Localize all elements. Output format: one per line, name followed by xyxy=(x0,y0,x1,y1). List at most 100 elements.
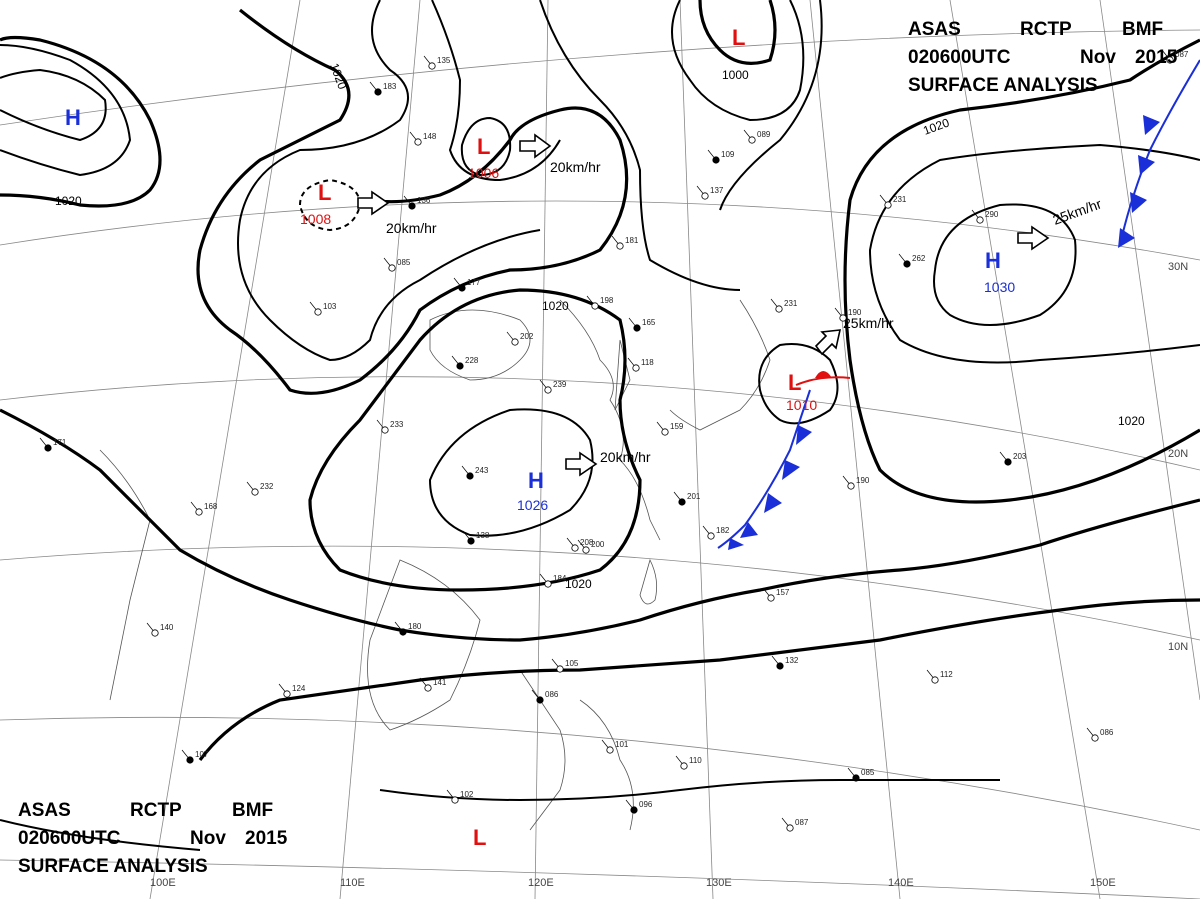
station-plot: 110 xyxy=(675,755,702,770)
station-circle xyxy=(374,88,382,96)
station-circle xyxy=(571,544,579,552)
station-plot: 105 xyxy=(551,658,579,673)
station-circle xyxy=(712,156,720,164)
low-center-pressure: 1008 xyxy=(300,211,331,227)
station-plot: 233 xyxy=(376,419,404,434)
station-pressure: 124 xyxy=(292,684,306,693)
station-pressure: 184 xyxy=(553,574,567,583)
station-pressure: 177 xyxy=(467,278,481,287)
station-circle xyxy=(630,806,638,814)
header-year: 2015 xyxy=(1135,47,1178,68)
station-plot: 141 xyxy=(419,677,447,692)
station-pressure: 089 xyxy=(757,130,771,139)
station-circle xyxy=(1004,458,1012,466)
station-circle xyxy=(251,488,259,496)
station-circle xyxy=(633,324,641,332)
station-plot: 228 xyxy=(451,355,479,370)
station-plot: 165 xyxy=(628,317,656,332)
station-pressure: 290 xyxy=(985,210,999,219)
header-bottom-left: ASAS RCTP BMF 020600UTC Nov 2015 SURFACE… xyxy=(18,800,288,877)
header-station: RCTP xyxy=(1020,19,1072,40)
lon-label-150e: 150E xyxy=(1090,877,1116,889)
station-pressure: 086 xyxy=(545,690,559,699)
station-circle xyxy=(931,676,939,684)
low-center-letter: L xyxy=(732,25,745,50)
station-pressure: 233 xyxy=(390,420,404,429)
station-circle xyxy=(283,690,291,698)
lon-label-100e: 100E xyxy=(150,877,176,889)
station-circle xyxy=(775,305,783,313)
header-code: BMF xyxy=(232,800,273,821)
station-plot: 239 xyxy=(539,379,567,394)
station-pressure: 138 xyxy=(476,531,490,540)
motion-arrows xyxy=(357,133,1050,477)
station-circle xyxy=(661,428,669,436)
station-circle xyxy=(399,628,407,636)
station-circle xyxy=(786,824,794,832)
station-pressure: 085 xyxy=(861,768,875,777)
station-plot: 137 xyxy=(696,185,724,200)
station-plot: 290 xyxy=(971,209,999,224)
station-circle xyxy=(451,796,459,804)
station-circle xyxy=(536,696,544,704)
station-plots: 183 135 148 136 181 085 177 103 202 228 239 233 243 2… xyxy=(39,49,1189,832)
motion-label: 25km/hr xyxy=(843,315,894,331)
station-pressure: 101 xyxy=(615,740,629,749)
low-center-pressure: 1006 xyxy=(468,165,499,181)
station-plot: 243 xyxy=(461,465,489,480)
station-pressure: 086 xyxy=(1100,728,1114,737)
high-center-letter: H xyxy=(528,468,544,493)
station-pressure: 168 xyxy=(204,502,218,511)
isobar-label: 1020 xyxy=(1118,414,1145,428)
station-pressure: 190 xyxy=(856,476,870,485)
header-time: 020600UTC xyxy=(18,828,121,849)
header-time: 020600UTC xyxy=(908,47,1011,68)
station-plot: 232 xyxy=(246,481,274,496)
station-plot: 140 xyxy=(146,622,174,637)
station-pressure: 105 xyxy=(565,659,579,668)
station-pressure: 231 xyxy=(893,195,907,204)
station-plot: 171 xyxy=(39,437,67,452)
station-circle xyxy=(591,302,599,310)
cold-front xyxy=(717,59,1200,550)
station-plot: 198 xyxy=(586,295,614,310)
isobar-label: 1020 xyxy=(542,299,569,313)
high-center-letter: H xyxy=(985,248,1001,273)
isobar-label: 1000 xyxy=(722,68,749,82)
station-plot: 183 xyxy=(369,81,397,96)
station-plot: 102 xyxy=(446,789,474,804)
header-title: SURFACE ANALYSIS xyxy=(908,75,1098,96)
station-pressure: 112 xyxy=(940,670,953,679)
station-plot: 201 xyxy=(673,491,701,506)
header-station: RCTP xyxy=(130,800,182,821)
station-circle xyxy=(424,684,432,692)
station-circle xyxy=(195,508,203,516)
station-plot: 231 xyxy=(879,194,907,209)
header-month: Nov xyxy=(1080,47,1116,68)
station-pressure: 110 xyxy=(689,756,702,765)
lon-label-110e: 110E xyxy=(340,877,365,889)
low-center-letter: L xyxy=(477,134,490,159)
grid-labels: 100E 110E 120E 130E 140E 150E 30N 20N 10… xyxy=(150,261,1188,889)
station-circle xyxy=(748,136,756,144)
station-plot: 180 xyxy=(394,621,422,636)
low-center-letter: L xyxy=(318,180,331,205)
station-circle xyxy=(408,202,416,210)
station-pressure: 202 xyxy=(520,332,534,341)
station-circle xyxy=(606,746,614,754)
station-circle xyxy=(1091,734,1099,742)
station-pressure: 159 xyxy=(670,422,684,431)
station-circle xyxy=(707,532,715,540)
station-circle xyxy=(466,472,474,480)
station-circle xyxy=(44,444,52,452)
station-pressure: 201 xyxy=(687,492,701,501)
station-pressure: 087 xyxy=(1175,50,1189,59)
station-plot: 118 xyxy=(627,357,654,372)
station-pressure: 109 xyxy=(721,150,735,159)
station-plot: 087 xyxy=(781,817,809,832)
station-pressure: 180 xyxy=(408,622,422,631)
lat-label-20n: 20N xyxy=(1168,448,1188,460)
station-circle xyxy=(1166,56,1174,64)
station-plot: 184 xyxy=(539,573,567,588)
